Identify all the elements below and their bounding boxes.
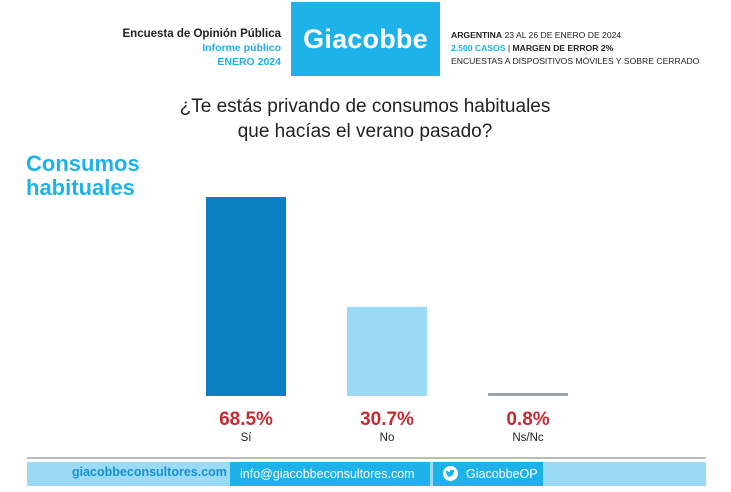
margin-of-error: MARGEN DE ERROR 2% bbox=[512, 43, 614, 53]
value-label-1: 30.7% bbox=[360, 409, 414, 430]
bar-1 bbox=[347, 306, 427, 396]
survey-header: Encuesta de Opinión Pública Informe públ… bbox=[123, 27, 281, 69]
survey-title: Encuesta de Opinión Pública bbox=[122, 28, 281, 40]
bar-0 bbox=[206, 197, 286, 396]
twitter-handle[interactable]: GiacobbeOP bbox=[466, 467, 538, 481]
value-label-0: 68.5% bbox=[219, 409, 273, 430]
country: ARGENTINA bbox=[451, 30, 503, 40]
field-dates: 23 AL 26 DE ENERO DE 2024 bbox=[504, 30, 622, 40]
separator: | bbox=[507, 43, 511, 53]
report-type: Informe público bbox=[202, 42, 281, 54]
question: ¿Te estás privando de consumos habituale… bbox=[150, 94, 580, 144]
email-link[interactable]: info@giacobbeconsultores.com bbox=[230, 462, 430, 486]
twitter-bird-icon bbox=[443, 466, 458, 481]
report-date: ENERO 2024 bbox=[217, 56, 281, 68]
category-label-1: No bbox=[380, 432, 395, 444]
category-label-0: Sí bbox=[241, 432, 253, 444]
question-line-2: que hacías el verano pasado? bbox=[237, 121, 493, 142]
value-label-2: 0.8% bbox=[506, 409, 549, 430]
giacobbe-logo: Giacobbe bbox=[291, 2, 440, 76]
question-line-1: ¿Te estás privando de consumos habituale… bbox=[179, 96, 551, 117]
survey-metadata: ARGENTINA 23 AL 26 DE ENERO DE 2024 2.50… bbox=[451, 29, 699, 68]
footer-divider bbox=[27, 457, 706, 459]
section-title-line-2: habituales bbox=[26, 175, 135, 200]
website-link[interactable]: giacobbeconsultores.com bbox=[72, 465, 227, 479]
section-title-line-1: Consumos bbox=[26, 151, 140, 176]
category-label-2: Ns/Nc bbox=[512, 432, 544, 444]
section-title: Consumos habituales bbox=[26, 152, 140, 200]
method: ENCUESTAS A DISPOSITIVOS MÓVILES Y SOBRE… bbox=[451, 56, 700, 66]
bar-2 bbox=[488, 393, 568, 396]
cases: 2.500 CASOS bbox=[451, 43, 506, 53]
